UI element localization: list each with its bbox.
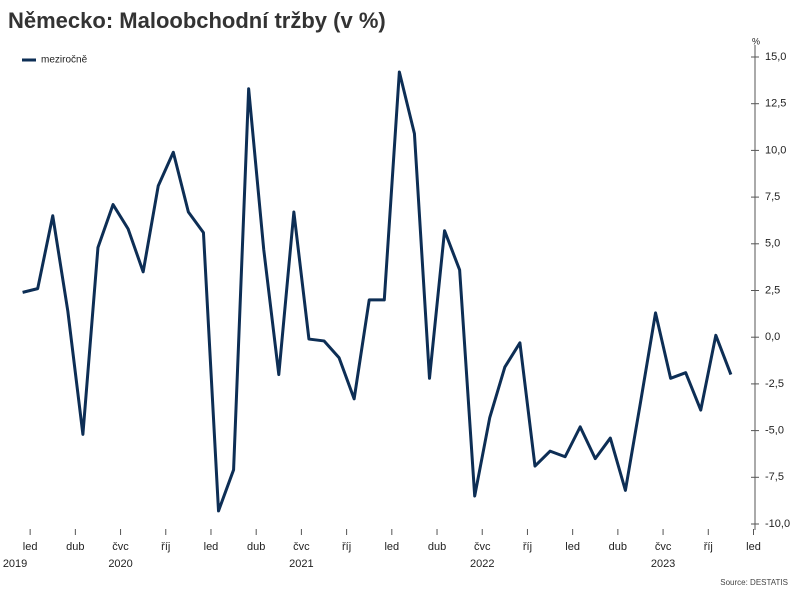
x-tick-label: dub: [428, 541, 446, 553]
x-year-label: 2023: [651, 558, 675, 570]
x-tick-label: říj: [704, 541, 713, 553]
x-tick-label: led: [204, 541, 219, 553]
x-tick-label: říj: [342, 541, 351, 553]
y-tick-label: -5,0: [765, 425, 784, 437]
source: Source: DESTATIS: [720, 578, 788, 587]
y-tick-label: -7,5: [765, 471, 784, 483]
x-tick-label: dub: [609, 541, 627, 553]
y-tick-label: 15,0: [765, 51, 786, 63]
y-unit: %: [752, 36, 760, 46]
y-tick-label: 10,0: [765, 144, 786, 156]
x-tick-label: čvc: [112, 541, 129, 553]
x-tick-label: čvc: [293, 541, 310, 553]
x-year-label: 2019: [3, 558, 27, 570]
x-tick-label: dub: [66, 541, 84, 553]
x-year-label: 2022: [470, 558, 494, 570]
x-tick-label: led: [384, 541, 399, 553]
y-tick-label: 0,0: [765, 331, 780, 343]
x-tick-label: led: [565, 541, 580, 553]
x-tick-label: čvc: [474, 541, 491, 553]
x-year-label: 2021: [289, 558, 313, 570]
y-tick-label: -2,5: [765, 378, 784, 390]
x-year-label: 2020: [108, 558, 132, 570]
y-tick-label: -10,0: [765, 518, 790, 530]
x-tick-label: led: [746, 541, 761, 553]
y-tick-label: 12,5: [765, 98, 786, 110]
x-tick-label: říj: [523, 541, 532, 553]
chart-title: Německo: Maloobchodní tržby (v %): [8, 8, 386, 33]
y-tick-label: 7,5: [765, 191, 780, 203]
x-tick-label: čvc: [655, 541, 672, 553]
x-tick-label: dub: [247, 541, 265, 553]
x-tick-label: říj: [161, 541, 170, 553]
series-line: [22, 70, 733, 513]
x-tick-label: led: [23, 541, 38, 553]
legend-label: meziročně: [41, 55, 88, 66]
y-tick-label: 5,0: [765, 238, 780, 250]
y-tick-label: 2,5: [765, 284, 780, 296]
